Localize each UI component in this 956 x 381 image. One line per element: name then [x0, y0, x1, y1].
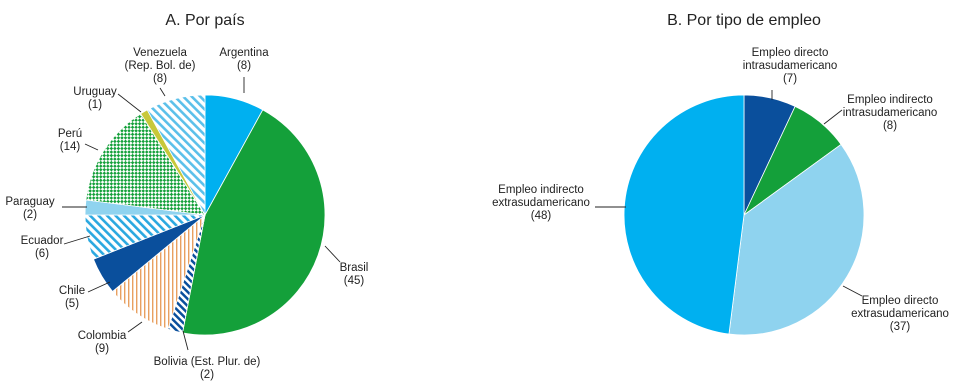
- pie-b-slice-empleo-indirecto-extrasudamericano: [623, 94, 745, 335]
- pie-chart-por-tipo-empleo: [623, 94, 865, 336]
- pie-a-labels: Argentina (8) Brasil (45) Bolivia (Est. Plur…: [5, 47, 368, 381]
- pie-a-leader-chile: [87, 281, 111, 293]
- pie-b-leader-empleo-directo-extrasudamericano: [842, 285, 863, 297]
- pie-a-slice-peru: [85, 113, 206, 216]
- pie-a-leader-colombia: [127, 321, 143, 333]
- pie-a-slice-brasil: [182, 109, 326, 336]
- pie-b-leader-empleo-indirecto-intrasudamericano: [823, 109, 843, 125]
- pie-a-leader-ecuador: [63, 235, 91, 245]
- pie-b-label-empleo-indirecto-extrasudamericano: Empleo indirecto extrasudamericano (48): [492, 184, 590, 222]
- pie-a-label-peru: Perú (14): [58, 128, 82, 153]
- chart-b-title: B. Por tipo de empleo: [667, 12, 821, 29]
- pie-a-leader-peru: [84, 143, 99, 151]
- pie-a-leader-uruguay: [117, 93, 142, 113]
- pie-a-label-venezuela-rep-bol-de: Venezuela (Rep. Bol. de) (8): [125, 47, 196, 85]
- pie-a-leader-venezuela-rep-bol-de: [159, 87, 166, 97]
- pie-a-leader-bolivia-est-plur-de: [182, 330, 189, 351]
- chart-a-title: A. Por país: [165, 12, 244, 29]
- pie-a-label-brasil: Brasil (45): [340, 262, 369, 287]
- pie-a-label-colombia: Colombia (9): [78, 330, 127, 355]
- pie-b-label-empleo-directo-extrasudamericano: Empleo directo extrasudamericano (37): [851, 295, 949, 333]
- pie-a-slice-venezuela-rep-bol-de: [146, 94, 206, 216]
- pie-a-leader-brasil: [324, 245, 341, 263]
- pie-b-labels: Empleo directo intrasudamericano (7)Empleo…: [492, 47, 949, 333]
- pie-chart-por-pais: [84, 94, 326, 336]
- pie-a-label-argentina: Argentina (8): [219, 47, 269, 72]
- pie-b-label-empleo-indirecto-intrasudamericano: Empleo indirecto intrasudamericano (8): [843, 94, 938, 132]
- pie-b-slice-empleo-directo-extrasudamericano: [728, 143, 865, 336]
- pie-a-label-paraguay: Paraguay (2): [5, 196, 54, 221]
- pie-a-label-bolivia-est-plur-de: Bolivia (Est. Plur. de) (2): [154, 356, 261, 381]
- pie-a-label-ecuador: Ecuador (6): [21, 235, 64, 260]
- pie-a-label-chile: Chile (5): [59, 285, 85, 310]
- pie-b-label-empleo-directo-intrasudamericano: Empleo directo intrasudamericano (7): [743, 47, 838, 85]
- pie-a-label-uruguay: Uruguay (1): [73, 86, 117, 111]
